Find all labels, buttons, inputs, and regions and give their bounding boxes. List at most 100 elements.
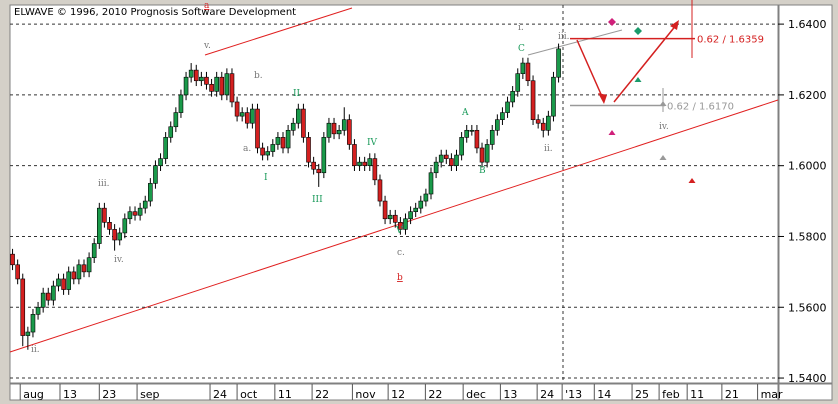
candle-body: [403, 218, 408, 230]
candle-body: [183, 76, 189, 96]
candle-body: [244, 112, 250, 124]
candle-body: [199, 76, 204, 82]
candle-body: [188, 69, 194, 78]
x-tick-label: feb: [662, 388, 680, 401]
candle-body: [275, 137, 281, 145]
candle-body: [20, 278, 26, 336]
wave-label: iii.: [558, 32, 570, 42]
candle-body: [505, 101, 510, 113]
candle-body: [265, 151, 271, 156]
candle-body: [408, 211, 413, 220]
arrow-head: [670, 20, 679, 30]
x-tick-label: 11: [278, 388, 292, 401]
candle-body: [219, 76, 225, 96]
candle-body: [535, 119, 541, 124]
candle-body: [423, 193, 429, 202]
candle-body: [331, 122, 337, 135]
plot-area: [9, 4, 779, 384]
candle-body: [280, 137, 286, 149]
x-tick-label: 22: [315, 388, 329, 401]
candle-body: [137, 207, 143, 216]
candle-body: [352, 144, 357, 166]
candle-body: [86, 257, 92, 273]
candle-body: [464, 129, 470, 138]
wave-label: i.: [518, 23, 524, 33]
x-tick-label: sep: [140, 388, 159, 401]
candle-body: [81, 264, 87, 273]
candle-body: [296, 108, 301, 124]
wave-label: III: [312, 195, 323, 205]
candle-body: [66, 271, 71, 290]
wave-label: c.: [397, 248, 405, 258]
candle-body: [91, 243, 97, 259]
marker: [659, 155, 667, 160]
candle-body: [71, 271, 77, 280]
candle-body: [10, 253, 15, 266]
candle-body: [173, 112, 179, 128]
x-axis-area: [9, 383, 779, 401]
x-tick-label: oct: [240, 388, 258, 401]
candle-body: [495, 119, 500, 131]
x-tick-label: 25: [635, 388, 649, 401]
wave-label: V: [395, 226, 403, 236]
candle-body: [367, 158, 373, 166]
x-tick-label: 21: [725, 388, 739, 401]
x-tick-label: 24: [540, 388, 554, 401]
channel-line: [527, 29, 623, 56]
candle-body: [56, 278, 61, 287]
candle-body: [112, 229, 117, 241]
marker: [634, 77, 642, 82]
candle-body: [255, 108, 260, 149]
wave-label: ii.: [31, 345, 40, 355]
candle-body: [392, 214, 398, 223]
candle-body: [357, 161, 362, 166]
candle-body: [234, 101, 240, 117]
candle-body: [413, 207, 418, 212]
candle-body: [520, 62, 526, 74]
candle-body: [30, 314, 36, 333]
candle-body: [510, 91, 515, 103]
x-tick-label: mar: [761, 388, 783, 401]
x-tick-label: 12: [391, 388, 405, 401]
candle-body: [61, 278, 66, 290]
candle-body: [540, 122, 546, 131]
wave-label: b.: [254, 71, 263, 81]
candle-body: [459, 137, 464, 156]
x-tick-label: nov: [355, 388, 376, 401]
candle-body: [311, 161, 316, 170]
candle-body: [224, 73, 230, 96]
wave-label: B: [479, 166, 486, 176]
candle-body: [377, 179, 383, 202]
wave-label: iii.: [98, 179, 110, 189]
candle-body: [444, 154, 449, 159]
candle-body: [102, 207, 107, 223]
candle-body: [132, 211, 138, 216]
candle-body: [551, 76, 556, 117]
x-tick-label: '13: [565, 388, 582, 401]
candle-body: [398, 222, 403, 230]
chart-title: ELWAVE © 1996, 2010 Prognosis Software D…: [14, 7, 296, 18]
marker: [659, 101, 667, 106]
candle-body: [15, 264, 20, 280]
candle-body: [515, 73, 521, 92]
candle-body: [193, 69, 199, 82]
candle-body: [214, 76, 219, 92]
projection-arrow: [576, 39, 605, 102]
candle-body: [546, 115, 551, 131]
candle-body: [153, 165, 158, 184]
candle-body: [336, 129, 342, 135]
x-tick-label: 13: [503, 388, 517, 401]
marker: [688, 178, 696, 183]
candle-body: [479, 147, 485, 163]
candle-body: [229, 73, 235, 103]
candle-body: [158, 158, 163, 166]
wave-label: II: [293, 89, 301, 99]
candle-body: [372, 158, 378, 181]
candle-body: [97, 207, 102, 244]
y-tick-label: 1.6200: [788, 89, 827, 102]
wave-label: C: [518, 44, 525, 54]
y-tick-label: 1.5800: [788, 230, 827, 243]
y-tick-label: 1.5400: [788, 372, 827, 385]
candle-body: [316, 168, 322, 174]
